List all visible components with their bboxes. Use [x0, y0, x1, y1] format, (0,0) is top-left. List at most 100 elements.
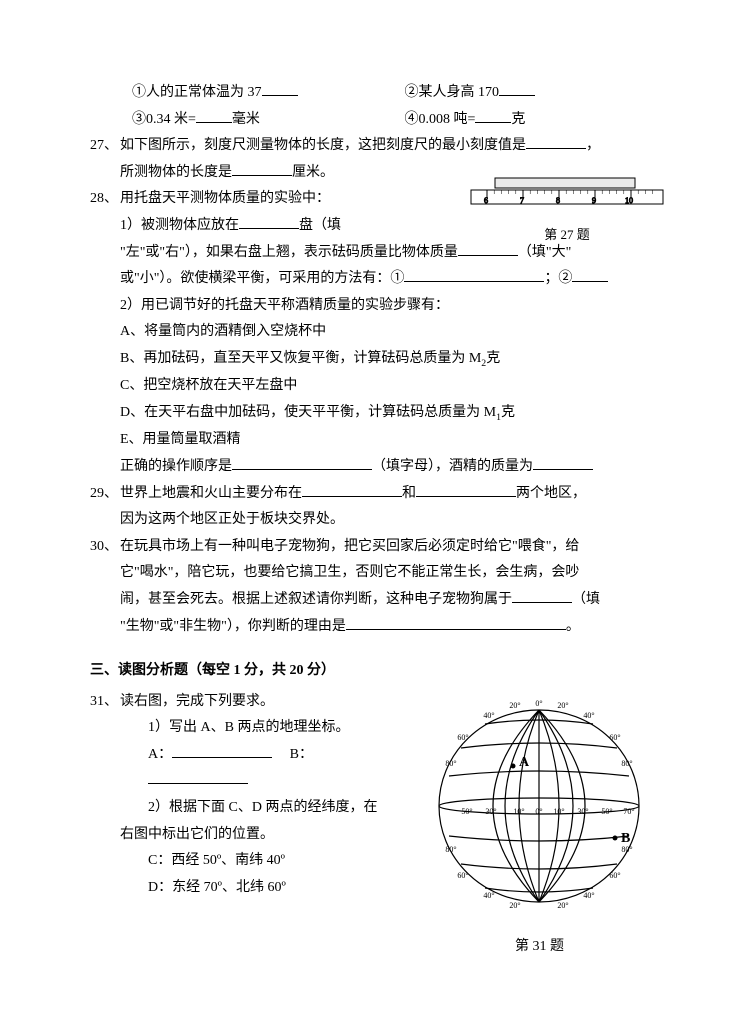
svg-text:60°: 60°	[609, 871, 620, 880]
svg-text:50°: 50°	[601, 807, 612, 816]
svg-text:80°: 80°	[621, 759, 632, 768]
blank	[404, 267, 544, 282]
blank	[533, 455, 593, 470]
globe-point-A: A	[519, 755, 530, 770]
ruler-body	[471, 190, 663, 204]
q31-num: 31、	[90, 689, 118, 716]
q26-item3: ③0.34 米= 毫米	[132, 107, 375, 134]
q28-B: B、再加砝码，直至天平又恢复平衡，计算砝码总质量为 M2克	[120, 346, 647, 373]
blank	[416, 482, 516, 497]
blank	[196, 108, 232, 123]
q29-body: 世界上地震和火山主要分布在和两个地区， 因为这两个地区正处于板块交界处。	[120, 481, 647, 534]
svg-text:0°: 0°	[535, 807, 542, 816]
q29-num: 29、	[90, 481, 118, 508]
svg-text:30°: 30°	[577, 807, 588, 816]
q31-p2b: 右图中标出它们的位置。	[120, 822, 410, 849]
page: ①人的正常体温为 37 ②某人身高 170 ③0.34 米= 毫米 ④0.008 …	[0, 0, 737, 1021]
svg-text:40°: 40°	[483, 891, 494, 900]
svg-text:10°: 10°	[553, 807, 564, 816]
blank	[148, 769, 248, 784]
blank	[302, 482, 402, 497]
blank	[526, 134, 586, 149]
blank	[232, 161, 292, 176]
section3-title: 三、读图分析题（每空 1 分，共 20 分）	[90, 658, 647, 685]
q28-C: C、把空烧杯放在天平左盘中	[120, 373, 647, 400]
q26-item3b: 毫米	[232, 112, 260, 127]
q28-p2: 2）用已调节好的托盘天平称酒精质量的实验步骤有：	[120, 293, 647, 320]
blank	[512, 588, 572, 603]
svg-text:30°: 30°	[485, 807, 496, 816]
svg-text:60°: 60°	[609, 733, 620, 742]
blank	[232, 455, 372, 470]
globe-point-B: B	[621, 831, 630, 846]
q26-row2: ③0.34 米= 毫米 ④0.008 吨= 克	[90, 107, 647, 134]
svg-text:60°: 60°	[457, 733, 468, 742]
q28-p1-l3: 或"小"）。欲使横梁平衡，可采用的方法有：①；②	[120, 266, 647, 293]
q31-p1: 1）写出 A、B 两点的地理坐标。	[120, 715, 410, 742]
q26-item4a: ④0.008 吨=	[405, 112, 476, 127]
q28-seq: 正确的操作顺序是（填字母），酒精的质量为	[120, 454, 647, 481]
q30-body: 在玩具市场上有一种叫电子宠物狗，把它买回家后必须定时给它"喂食"，给 它"喝水"…	[120, 534, 647, 640]
q26-item3a: ③0.34 米=	[132, 112, 196, 127]
blank	[172, 743, 272, 758]
q26-item2: ②某人身高 170	[375, 80, 648, 107]
ruler-caption: 第 27 题	[467, 223, 667, 248]
blank	[262, 81, 298, 96]
q26-item1-text: ①人的正常体温为 37	[132, 85, 262, 100]
svg-text:10°: 10°	[513, 807, 524, 816]
svg-text:20°: 20°	[509, 701, 520, 710]
ruler-tick-8: 8	[556, 196, 560, 205]
svg-text:0°: 0°	[535, 699, 542, 708]
measured-object	[495, 178, 635, 188]
q30-l2: 它"喝水"，陪它玩，也要给它搞卫生，否则它不能正常生长，会生病，会吵	[120, 560, 647, 587]
globe-caption: 第 31 题	[427, 934, 652, 961]
q27-line1: 如下图所示，刻度尺测量物体的长度，这把刻度尺的最小刻度值是，	[120, 133, 647, 160]
q29-l1: 世界上地震和火山主要分布在和两个地区，	[120, 481, 647, 508]
q31-AB: A： B：	[120, 742, 410, 795]
svg-text:70°: 70°	[623, 807, 634, 816]
svg-text:20°: 20°	[557, 701, 568, 710]
svg-text:20°: 20°	[509, 901, 520, 910]
ruler-tick-6: 6	[484, 196, 488, 205]
q28-E: E、用量筒量取酒精	[120, 427, 647, 454]
q29: 29、 世界上地震和火山主要分布在和两个地区， 因为这两个地区正处于板块交界处。	[90, 481, 647, 534]
q31-D: D：东经 70º、北纬 60º	[120, 875, 410, 902]
blank	[499, 81, 535, 96]
q31-body: 读右图，完成下列要求。 1）写出 A、B 两点的地理坐标。 A： B： 2）根据…	[120, 689, 410, 902]
blank	[572, 267, 608, 282]
svg-text:50°: 50°	[461, 807, 472, 816]
svg-text:60°: 60°	[457, 871, 468, 880]
q27-num: 27、	[90, 133, 118, 160]
ruler-tick-10: 10	[625, 196, 633, 205]
q30-l4: "生物"或"非生物"），你判断的理由是。	[120, 614, 647, 641]
q26-item1: ①人的正常体温为 37	[132, 80, 375, 107]
blank	[239, 214, 299, 229]
ruler-tick-9: 9	[592, 196, 596, 205]
svg-text:20°: 20°	[557, 901, 568, 910]
blank	[475, 108, 511, 123]
q30-l3: 闹，甚至会死去。根据上述叙述请你判断，这种电子宠物狗属于（填	[120, 587, 647, 614]
ruler-tick-7: 7	[520, 196, 524, 205]
q31-p2a: 2）根据下面 C、D 两点的经纬度，在	[120, 795, 410, 822]
q26-item2-text: ②某人身高 170	[405, 85, 500, 100]
svg-text:40°: 40°	[483, 711, 494, 720]
q28-A: A、将量筒内的酒精倒入空烧杯中	[120, 319, 647, 346]
q26-row1: ①人的正常体温为 37 ②某人身高 170	[90, 80, 647, 107]
ruler-figure: 6 7 8 9 10 第 27 题	[467, 176, 667, 247]
q31-C: C：西经 50º、南纬 40º	[120, 848, 410, 875]
svg-text:40°: 40°	[583, 711, 594, 720]
q29-l2: 因为这两个地区正处于板块交界处。	[120, 507, 647, 534]
blank	[346, 615, 566, 630]
q26-item4: ④0.008 吨= 克	[375, 107, 648, 134]
svg-text:80°: 80°	[445, 759, 456, 768]
svg-text:80°: 80°	[445, 845, 456, 854]
globe-figure: 80° 60° 40° 20° 0° 20° 40° 60° 80° 80° 60° 40° 20…	[427, 696, 652, 960]
svg-text:40°: 40°	[583, 891, 594, 900]
svg-text:80°: 80°	[621, 845, 632, 854]
q30-num: 30、	[90, 534, 118, 561]
q30: 30、 在玩具市场上有一种叫电子宠物狗，把它买回家后必须定时给它"喂食"，给 它…	[90, 534, 647, 640]
globe-svg: 80° 60° 40° 20° 0° 20° 40° 60° 80° 80° 60° 40° 20…	[427, 696, 652, 911]
q28-num: 28、	[90, 186, 118, 213]
q26-item4b: 克	[511, 112, 525, 127]
q28-D: D、在天平右盘中加砝码，使天平平衡，计算砝码总质量为 M1克	[120, 400, 647, 427]
